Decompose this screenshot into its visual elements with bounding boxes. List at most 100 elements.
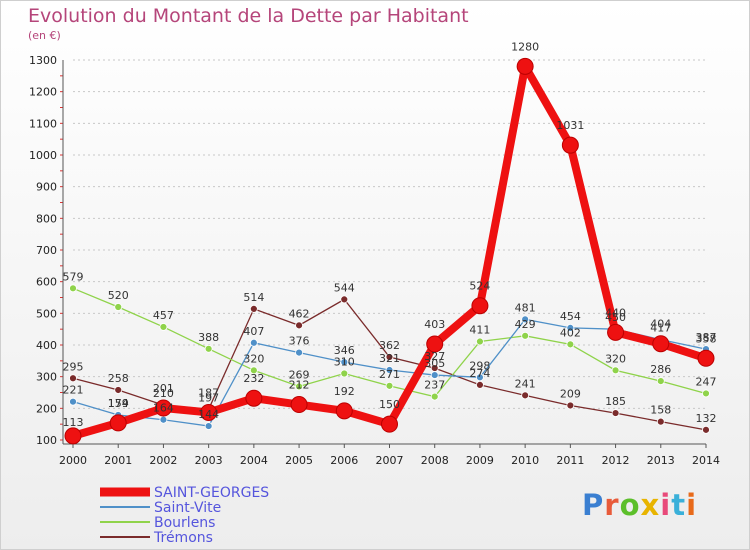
data-point xyxy=(69,397,77,406)
data-label: 454 xyxy=(560,310,581,323)
x-tick-label: 2011 xyxy=(556,454,584,467)
data-label: 404 xyxy=(650,318,671,331)
axes: 100 200 300 400 500 600 700 800 900 1000 1100 1200 1… xyxy=(29,54,720,467)
data-point xyxy=(471,297,489,315)
data-point xyxy=(656,417,665,426)
y-tick-label: 500 xyxy=(36,307,57,320)
data-point xyxy=(69,374,77,383)
x-tick-label: 2010 xyxy=(511,454,539,467)
y-tick-label: 800 xyxy=(36,212,57,225)
data-point xyxy=(611,366,620,375)
data-label: 154 xyxy=(108,397,129,410)
data-point xyxy=(521,315,530,324)
data-label: 258 xyxy=(108,372,129,385)
data-label: 210 xyxy=(153,387,174,400)
data-point xyxy=(295,348,303,357)
data-label: 403 xyxy=(424,318,445,331)
data-point xyxy=(697,349,715,367)
data-label: 164 xyxy=(153,402,174,415)
data-label: 524 xyxy=(469,280,490,293)
legend-label: Saint-Vite xyxy=(154,500,221,516)
data-label: 462 xyxy=(289,307,310,320)
data-label: 298 xyxy=(469,359,490,372)
data-point xyxy=(426,335,444,353)
data-point xyxy=(476,373,484,382)
data-label: 132 xyxy=(696,412,717,425)
logo-letter: r xyxy=(604,488,620,522)
y-tick-label: 100 xyxy=(36,434,57,447)
x-tick-label: 2005 xyxy=(285,454,313,467)
logo-letter: t xyxy=(671,488,687,522)
data-point xyxy=(295,321,303,330)
data-label: 237 xyxy=(424,379,445,392)
y-tick-label: 1100 xyxy=(29,117,57,130)
data-point xyxy=(249,304,258,313)
data-point xyxy=(340,295,349,304)
data-point xyxy=(652,335,670,353)
data-label: 185 xyxy=(605,395,626,408)
data-label: 407 xyxy=(243,325,264,338)
x-tick-label: 2000 xyxy=(59,454,87,467)
data-label: 232 xyxy=(243,372,264,385)
data-labels: 295 258 210 197 514 462 544 362 327 274 241 209 185 1… xyxy=(63,40,717,429)
data-point xyxy=(249,366,258,375)
data-point xyxy=(516,57,534,75)
legend-label: SAINT-GEORGES xyxy=(154,485,269,501)
x-tick-label: 2006 xyxy=(330,454,358,467)
data-label: 1280 xyxy=(511,40,539,53)
x-tick-label: 2012 xyxy=(602,454,630,467)
data-label: 269 xyxy=(289,368,310,381)
y-tick-label: 1200 xyxy=(29,86,57,99)
data-label: 514 xyxy=(243,291,264,304)
data-label: 271 xyxy=(379,368,400,381)
y-tick-label: 900 xyxy=(36,181,57,194)
data-label: 320 xyxy=(243,352,264,365)
data-label: 286 xyxy=(650,363,671,376)
data-point xyxy=(114,386,123,394)
logo-letter: x xyxy=(640,488,661,522)
grid-lines xyxy=(73,59,706,409)
chart-title: Evolution du Montant de la Dette par Hab… xyxy=(28,5,469,27)
data-label: 376 xyxy=(289,335,310,348)
data-label: 192 xyxy=(334,385,355,398)
data-label: 358 xyxy=(696,332,717,345)
data-point xyxy=(154,399,172,417)
data-point xyxy=(69,284,77,293)
data-label: 179 xyxy=(108,397,129,410)
data-label: 158 xyxy=(650,404,671,417)
data-label: 457 xyxy=(153,309,174,322)
x-tick-label: 2001 xyxy=(104,454,132,467)
y-tick-label: 1300 xyxy=(29,54,57,67)
data-label: 520 xyxy=(108,289,129,302)
x-tick-label: 2002 xyxy=(149,454,177,467)
x-tick-label: 2007 xyxy=(376,454,404,467)
x-tick-label: 2014 xyxy=(692,454,720,467)
data-point xyxy=(159,415,168,424)
data-point xyxy=(114,303,123,311)
data-point xyxy=(204,344,213,353)
data-label: 402 xyxy=(560,326,581,339)
data-label: 221 xyxy=(63,384,84,397)
data-label: 212 xyxy=(289,379,310,392)
data-label: 1031 xyxy=(556,119,584,132)
data-label: 429 xyxy=(515,318,536,331)
data-label: 150 xyxy=(379,398,400,411)
data-label: 201 xyxy=(153,382,174,395)
data-label: 544 xyxy=(334,281,355,294)
data-label: 388 xyxy=(198,331,219,344)
data-label: 241 xyxy=(515,377,536,390)
y-tick-label: 200 xyxy=(36,402,57,415)
x-tick-label: 2013 xyxy=(647,454,675,467)
data-label: 450 xyxy=(605,311,626,324)
data-point xyxy=(521,391,530,400)
data-point xyxy=(566,340,575,349)
x-tick-label: 2003 xyxy=(195,454,223,467)
data-label: 481 xyxy=(515,301,536,314)
proxiti-logo: Proxiti xyxy=(582,488,697,522)
data-label: 327 xyxy=(424,350,445,363)
data-point xyxy=(430,371,439,379)
data-point xyxy=(566,401,575,410)
data-label: 346 xyxy=(334,344,355,357)
data-label: 197 xyxy=(198,391,219,404)
